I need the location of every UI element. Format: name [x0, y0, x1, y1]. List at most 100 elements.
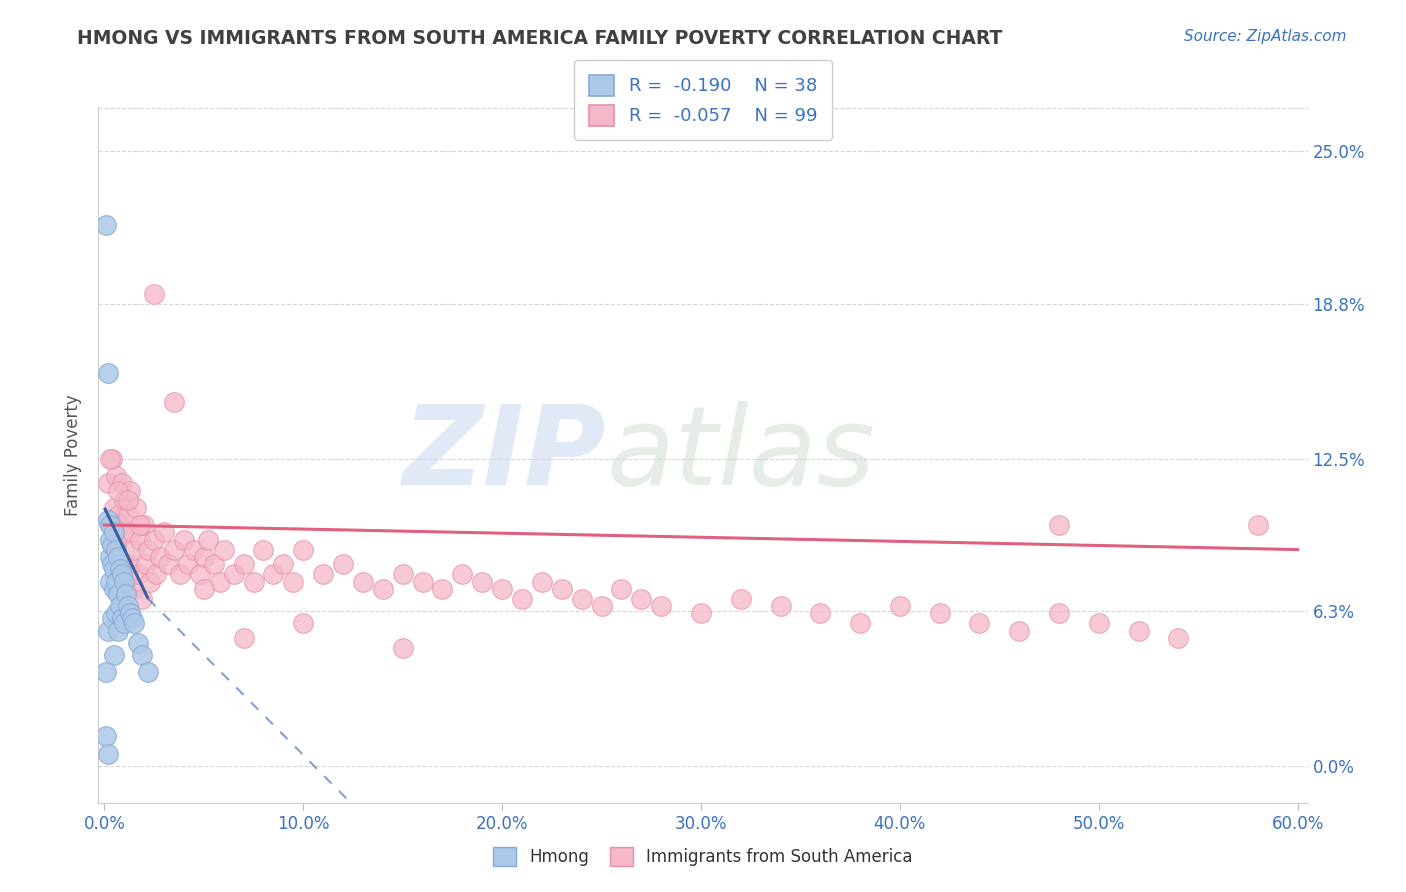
Point	[96, 730, 118, 744]
Point	[101, 451, 124, 466]
Point	[103, 500, 125, 515]
Point	[120, 558, 142, 572]
Point	[117, 567, 139, 582]
Point	[98, 518, 121, 533]
Point	[630, 591, 652, 606]
Point	[471, 574, 494, 589]
Point	[163, 542, 186, 557]
Point	[131, 648, 153, 663]
Point	[111, 567, 134, 582]
Text: HMONG VS IMMIGRANTS FROM SOUTH AMERICA FAMILY POVERTY CORRELATION CHART: HMONG VS IMMIGRANTS FROM SOUTH AMERICA F…	[77, 29, 1002, 47]
Point	[98, 549, 121, 564]
Point	[969, 616, 991, 631]
Point	[202, 558, 225, 572]
Point	[103, 542, 125, 557]
Point	[730, 591, 752, 606]
Point	[193, 582, 215, 596]
Point	[103, 562, 125, 576]
Point	[208, 574, 231, 589]
Point	[1047, 607, 1070, 621]
Point	[332, 558, 354, 572]
Point	[197, 533, 219, 547]
Point	[650, 599, 672, 614]
Point	[117, 508, 139, 523]
Point	[105, 607, 128, 621]
Point	[510, 591, 533, 606]
Point	[97, 747, 120, 761]
Point	[139, 574, 162, 589]
Point	[292, 616, 315, 631]
Point	[97, 513, 120, 527]
Point	[115, 525, 138, 540]
Point	[112, 574, 135, 589]
Point	[312, 567, 335, 582]
Point	[107, 549, 129, 564]
Point	[551, 582, 574, 596]
Point	[149, 549, 172, 564]
Point	[103, 648, 125, 663]
Point	[1087, 616, 1109, 631]
Point	[111, 611, 134, 625]
Point	[125, 500, 148, 515]
Point	[107, 508, 129, 523]
Point	[491, 582, 513, 596]
Point	[134, 518, 156, 533]
Point	[212, 542, 235, 557]
Point	[107, 624, 129, 638]
Point	[98, 533, 121, 547]
Point	[111, 558, 134, 572]
Point	[232, 558, 254, 572]
Point	[120, 607, 142, 621]
Point	[97, 476, 120, 491]
Point	[252, 542, 274, 557]
Point	[157, 558, 180, 572]
Point	[451, 567, 474, 582]
Point	[96, 665, 118, 680]
Point	[169, 567, 191, 582]
Point	[163, 395, 186, 409]
Point	[105, 574, 128, 589]
Point	[115, 582, 138, 596]
Point	[1247, 518, 1270, 533]
Point	[117, 599, 139, 614]
Point	[98, 574, 121, 589]
Point	[107, 558, 129, 572]
Point	[121, 611, 143, 625]
Point	[103, 582, 125, 596]
Point	[107, 587, 129, 601]
Point	[143, 533, 166, 547]
Point	[571, 591, 593, 606]
Point	[97, 366, 120, 380]
Point	[136, 665, 159, 680]
Point	[103, 525, 125, 540]
Point	[1167, 631, 1189, 645]
Point	[352, 574, 374, 589]
Point	[135, 558, 157, 572]
Point	[432, 582, 454, 596]
Point	[112, 574, 135, 589]
Legend: Hmong, Immigrants from South America: Hmong, Immigrants from South America	[486, 840, 920, 873]
Point	[120, 483, 142, 498]
Point	[1128, 624, 1150, 638]
Point	[808, 607, 831, 621]
Legend: R =  -0.190    N = 38, R =  -0.057    N = 99: R = -0.190 N = 38, R = -0.057 N = 99	[575, 61, 831, 140]
Point	[232, 631, 254, 645]
Point	[188, 567, 211, 582]
Point	[283, 574, 305, 589]
Point	[101, 538, 124, 552]
Point	[101, 558, 124, 572]
Point	[117, 493, 139, 508]
Point	[97, 624, 120, 638]
Point	[98, 451, 121, 466]
Point	[121, 525, 143, 540]
Point	[292, 542, 315, 557]
Point	[412, 574, 434, 589]
Point	[769, 599, 792, 614]
Point	[153, 525, 176, 540]
Point	[122, 582, 145, 596]
Point	[115, 587, 138, 601]
Point	[530, 574, 553, 589]
Y-axis label: Family Poverty: Family Poverty	[65, 394, 83, 516]
Point	[193, 549, 215, 564]
Point	[143, 286, 166, 301]
